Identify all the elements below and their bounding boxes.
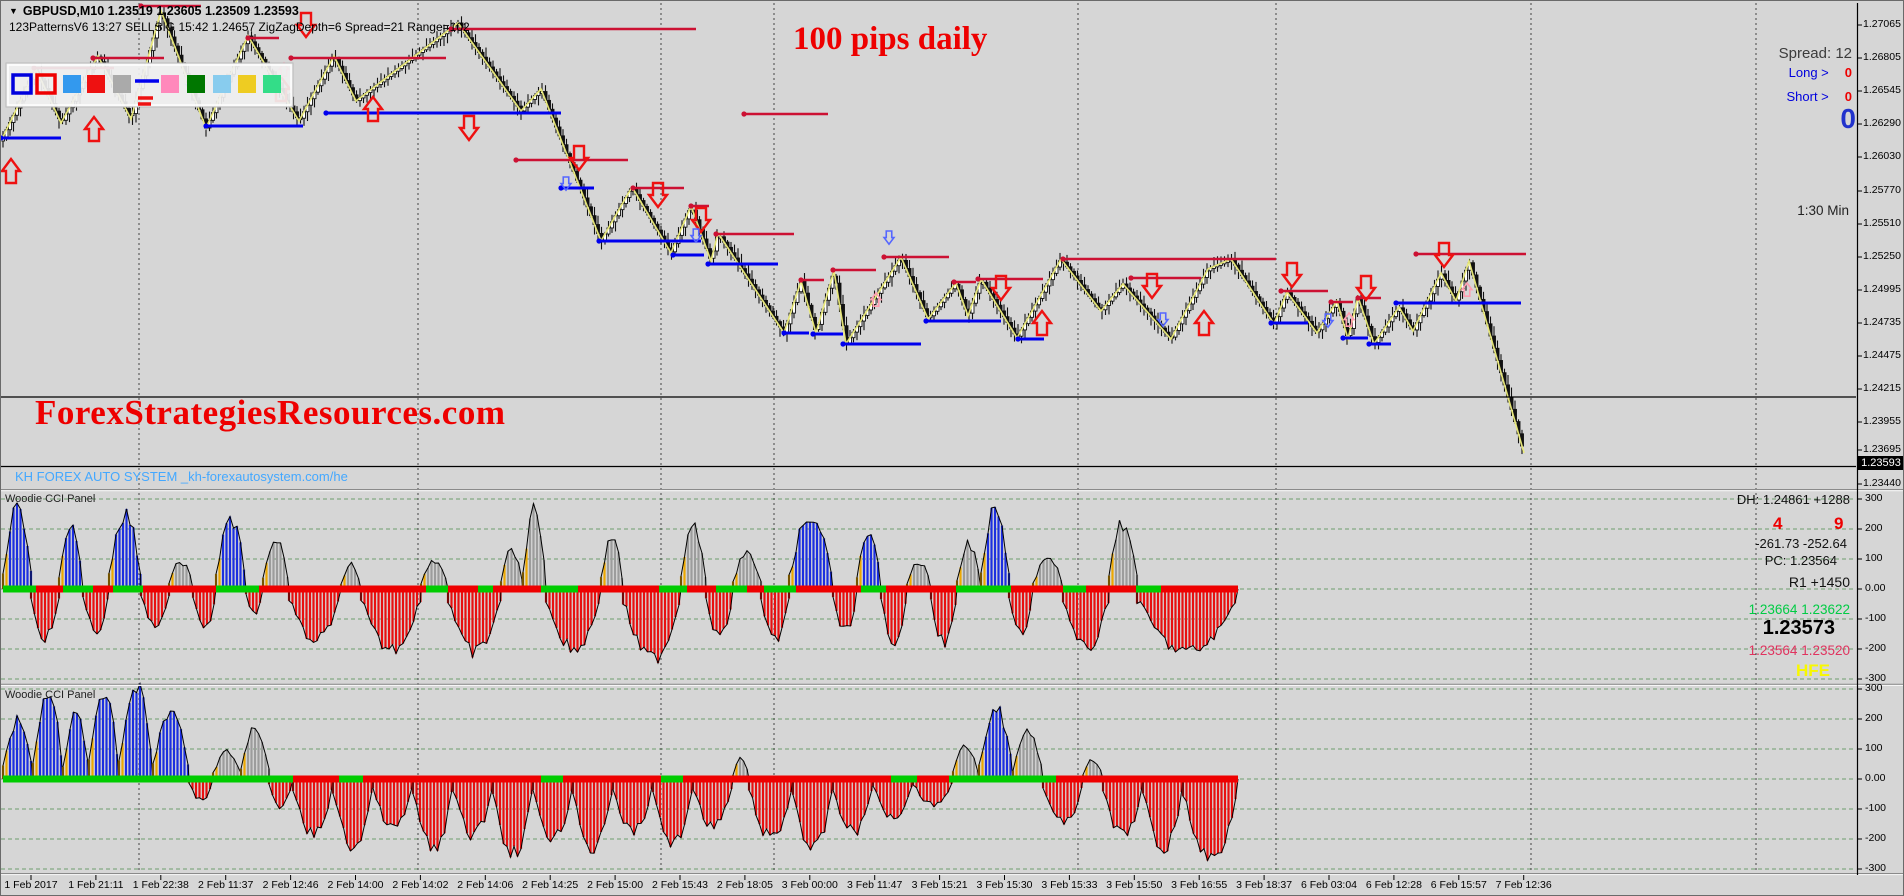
time-axis-label: 3 Feb 00:00 [781, 879, 838, 891]
short-value: 0 [1844, 89, 1852, 104]
price-axis-tick: 1.26030 [1863, 150, 1901, 162]
time-axis-label: 2 Feb 15:00 [587, 879, 644, 891]
hfe-badge: HFE [1796, 661, 1830, 680]
time-axis-label: 2 Feb 14:00 [327, 879, 384, 891]
cci-scale-tick: -200 [1865, 832, 1887, 844]
bid-prices-readout: 1.23564 1.23520 [1748, 643, 1850, 658]
price-axis-tick: 1.23695 [1863, 443, 1901, 455]
time-axis-label: 3 Feb 15:33 [1041, 879, 1098, 891]
cci-scale-tick: 200 [1865, 712, 1883, 724]
price-axis-tick: 1.23955 [1863, 415, 1901, 427]
cci-scale-tick: 100 [1865, 742, 1883, 754]
time-axis-label: 6 Feb 15:57 [1430, 879, 1487, 891]
time-axis-label: 2 Feb 14:06 [457, 879, 514, 891]
price-axis-tick: 1.24475 [1863, 349, 1901, 361]
price-axis-tick: 1.26805 [1863, 51, 1901, 63]
cci-count-left: 4 [1773, 514, 1783, 533]
resistance1-readout: R1 +1450 [1788, 574, 1850, 590]
price-axis-tick: 1.26545 [1863, 84, 1901, 96]
time-axis-label: 6 Feb 03:04 [1300, 879, 1358, 891]
daily-high-readout: DH: 1.24861 +1288 [1736, 492, 1850, 507]
short-counter: Short > 0 [1786, 89, 1852, 104]
time-axis-label: 2 Feb 18:05 [716, 879, 773, 891]
time-axis-label: 1 Feb 21:11 [68, 879, 124, 891]
time-axis-label: 2 Feb 15:43 [651, 879, 709, 891]
price-axis-tick: 1.27065 [1863, 18, 1901, 30]
price-axis-tick: 1.25510 [1863, 217, 1901, 229]
ask-prices-readout: 1.23664 1.23622 [1748, 602, 1850, 617]
short-label: Short > [1786, 89, 1829, 104]
chart-title: 100 pips daily [793, 21, 988, 57]
cci-scale-tick: -300 [1865, 862, 1887, 874]
cci-scale-tick: 0.00 [1865, 772, 1886, 784]
price-axis-tick: 1.24215 [1863, 382, 1901, 394]
indicator-status-line: 123PatternsV6 13:27 SELLSIG 15:42 1.2465… [9, 20, 470, 34]
symbol-ohlc-text: GBPUSD,M10 1.23519 1.23605 1.23509 1.235… [22, 4, 299, 18]
long-counter: Long > 0 [1789, 65, 1852, 80]
time-axis-label: 2 Feb 14:02 [392, 879, 449, 891]
panel1-title: Woodie CCI Panel [5, 493, 96, 505]
candle-countdown-timer: 1:30 Min [1797, 203, 1849, 218]
current-price-large: 1.23573 [1762, 617, 1835, 639]
spread-value: Spread: 12 [1778, 45, 1852, 62]
symbol-title: ▼ GBPUSD,M10 1.23519 1.23605 1.23509 1.23… [9, 4, 299, 18]
price-axis-tick: 1.23440 [1863, 477, 1901, 489]
time-axis-label: 3 Feb 15:30 [976, 879, 1033, 891]
cci-scale-tick: 300 [1865, 492, 1883, 504]
time-axis-label: 7 Feb 12:36 [1495, 879, 1552, 891]
panel2-title: Woodie CCI Panel [5, 689, 96, 701]
cci-scale-tick: 200 [1865, 522, 1883, 534]
cci-scale-tick: -100 [1865, 802, 1887, 814]
symbol-dropdown-icon[interactable]: ▼ [9, 6, 18, 16]
time-axis-label: 1 Feb 22:38 [132, 879, 189, 891]
long-label: Long > [1788, 65, 1829, 80]
time-axis-label: 3 Feb 11:47 [847, 879, 903, 891]
signal-zero-value: 0 [1840, 103, 1856, 134]
price-axis-tick: 1.25770 [1863, 184, 1901, 196]
cci-scale-tick: 0.00 [1865, 582, 1886, 594]
time-axis-label: 3 Feb 15:50 [1106, 879, 1163, 891]
cci-scale-tick: -100 [1865, 612, 1887, 624]
price-axis-tick: 1.25250 [1863, 250, 1901, 262]
pivot-close-readout: PC: 1.23564 [1764, 553, 1837, 568]
time-axis-label: 3 Feb 15:21 [911, 879, 968, 891]
long-value: 0 [1844, 65, 1852, 80]
current-price-box: 1.23593 [1858, 456, 1903, 470]
cci-scale-tick: -300 [1865, 672, 1887, 684]
price-axis-tick: 1.26290 [1863, 117, 1901, 129]
cci-values-readout: -261.73 -252.64 [1755, 536, 1847, 551]
time-axis-label: 2 Feb 11:37 [198, 879, 254, 891]
time-axis-label: 3 Feb 18:37 [1236, 879, 1293, 891]
cci-scale-tick: 100 [1865, 552, 1883, 564]
time-axis-label: 2 Feb 12:46 [262, 879, 319, 891]
price-axis-tick: 1.24735 [1863, 316, 1901, 328]
watermark-text: ForexStrategiesResources.com [35, 393, 506, 432]
cci-scale-tick: 300 [1865, 682, 1883, 694]
cci-scale-tick: -200 [1865, 642, 1887, 654]
time-axis-label: 3 Feb 16:55 [1171, 879, 1228, 891]
kh-system-link[interactable]: KH FOREX AUTO SYSTEM _kh-forexautosystem… [15, 469, 348, 484]
price-axis-tick: 1.24995 [1863, 283, 1901, 295]
time-axis-label: 2 Feb 14:25 [522, 879, 579, 891]
cci-count-right: 9 [1834, 514, 1844, 533]
time-axis-label: 6 Feb 12:28 [1365, 879, 1422, 891]
time-axis-label: 1 Feb 2017 [4, 879, 58, 891]
